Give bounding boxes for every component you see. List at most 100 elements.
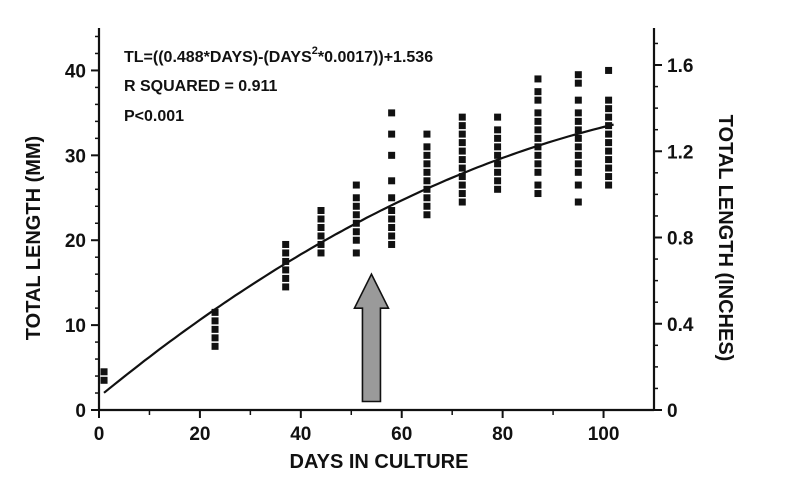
data-point <box>317 232 325 240</box>
plot-frame <box>97 28 656 412</box>
data-point <box>534 109 542 117</box>
data-point <box>388 194 396 202</box>
data-point <box>574 143 582 151</box>
data-point <box>423 211 431 219</box>
y-right-tick-label: 0.4 <box>667 315 694 336</box>
data-point <box>458 113 466 121</box>
data-point <box>458 164 466 172</box>
data-point <box>458 139 466 147</box>
data-point <box>423 177 431 185</box>
data-point <box>388 232 396 240</box>
data-point <box>211 325 219 333</box>
data-point <box>534 168 542 176</box>
data-point <box>388 177 396 185</box>
data-point <box>458 147 466 155</box>
left-axis-ticks: 0 10 20 30 40 <box>65 35 99 422</box>
data-point <box>605 156 613 164</box>
data-point <box>494 126 502 134</box>
data-point <box>388 215 396 223</box>
x-axis-ticks: 0 20 40 60 80 100 <box>94 410 619 445</box>
data-point <box>100 368 108 376</box>
data-point <box>534 126 542 134</box>
data-point <box>605 113 613 121</box>
data-point <box>534 181 542 189</box>
data-point <box>282 266 290 274</box>
data-point <box>574 71 582 79</box>
data-point <box>494 160 502 168</box>
data-point <box>282 249 290 257</box>
x-tick-label: 60 <box>391 424 412 445</box>
y-left-tick-label: 10 <box>65 316 86 337</box>
data-point <box>211 334 219 342</box>
data-point <box>352 236 360 244</box>
data-point <box>494 177 502 185</box>
data-point <box>423 130 431 138</box>
data-point <box>534 160 542 168</box>
data-point <box>534 117 542 125</box>
data-point <box>282 240 290 248</box>
data-point <box>574 160 582 168</box>
data-point <box>534 88 542 96</box>
data-point <box>317 240 325 248</box>
data-point <box>534 190 542 198</box>
equation-suffix: *0.0017))+1.536 <box>318 49 433 66</box>
data-point <box>388 240 396 248</box>
equation-exponent: 2 <box>312 45 318 57</box>
data-point <box>494 143 502 151</box>
data-point <box>605 181 613 189</box>
y-right-tick-label: 0.8 <box>667 229 693 250</box>
data-point <box>605 147 613 155</box>
data-point <box>494 185 502 193</box>
data-point <box>605 96 613 104</box>
data-point <box>211 342 219 350</box>
data-point <box>574 151 582 159</box>
data-points <box>100 66 613 384</box>
p-value-label: P<0.001 <box>124 108 184 125</box>
data-point <box>388 223 396 231</box>
x-axis-title: DAYS IN CULTURE <box>290 451 469 473</box>
data-point <box>574 181 582 189</box>
data-point <box>605 164 613 172</box>
data-point <box>534 96 542 104</box>
data-point <box>352 228 360 236</box>
data-point <box>534 151 542 159</box>
x-tick-label: 0 <box>94 424 105 445</box>
data-point <box>317 215 325 223</box>
data-point <box>605 130 613 138</box>
data-point <box>534 134 542 142</box>
y-left-tick-label: 40 <box>65 61 86 82</box>
y-left-tick-label: 30 <box>65 146 86 167</box>
data-point <box>574 126 582 134</box>
up-arrow-icon <box>353 272 390 403</box>
data-point <box>574 134 582 142</box>
y-right-tick-label: 1.6 <box>667 56 693 77</box>
data-point <box>605 105 613 113</box>
data-point <box>282 257 290 265</box>
data-point <box>534 75 542 83</box>
data-point <box>388 207 396 215</box>
data-point <box>423 143 431 151</box>
data-point <box>494 151 502 159</box>
y-right-tick-label: 0 <box>667 401 678 422</box>
data-point <box>352 249 360 257</box>
data-point <box>458 198 466 206</box>
x-tick-label: 20 <box>189 424 210 445</box>
data-point <box>605 139 613 147</box>
data-point <box>423 194 431 202</box>
data-point <box>458 130 466 138</box>
data-point <box>317 249 325 257</box>
y-right-axis-title: TOTAL LENGTH (INCHES) <box>714 115 736 362</box>
data-point <box>458 156 466 164</box>
data-point <box>574 117 582 125</box>
data-point <box>352 211 360 219</box>
equation-prefix: TL=((0.488*DAYS)-(DAYS <box>124 49 312 66</box>
data-point <box>317 223 325 231</box>
data-point <box>574 79 582 87</box>
data-point <box>423 202 431 210</box>
data-point <box>494 134 502 142</box>
y-left-axis-title: TOTAL LENGTH (MM) <box>23 136 45 340</box>
data-point <box>352 181 360 189</box>
data-point <box>211 308 219 316</box>
data-point <box>388 109 396 117</box>
